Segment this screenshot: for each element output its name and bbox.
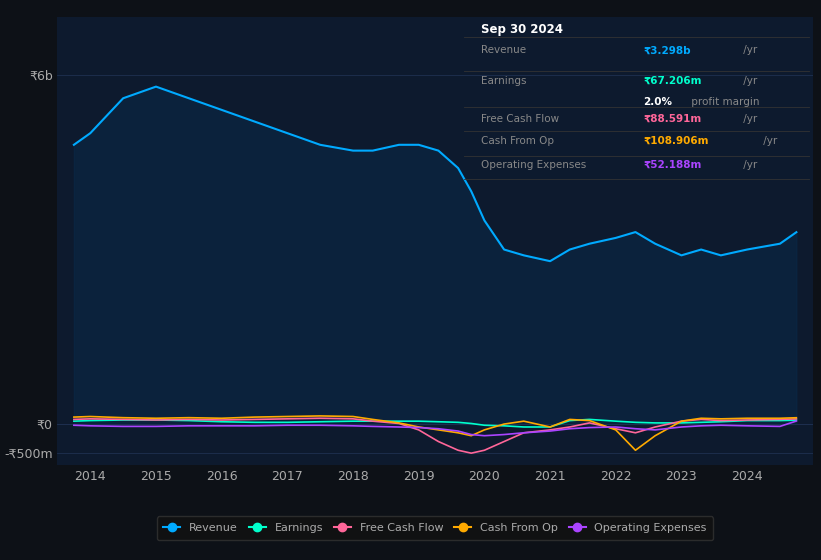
Text: ₹3.298b: ₹3.298b bbox=[643, 45, 690, 55]
Text: Operating Expenses: Operating Expenses bbox=[481, 160, 586, 170]
Text: ₹52.188m: ₹52.188m bbox=[643, 160, 702, 170]
Text: ₹108.906m: ₹108.906m bbox=[643, 136, 709, 146]
Text: /yr: /yr bbox=[740, 114, 757, 124]
Text: ₹67.206m: ₹67.206m bbox=[643, 76, 702, 86]
Text: 2.0%: 2.0% bbox=[643, 97, 672, 106]
Text: ₹88.591m: ₹88.591m bbox=[643, 114, 701, 124]
Text: Free Cash Flow: Free Cash Flow bbox=[481, 114, 559, 124]
Text: profit margin: profit margin bbox=[688, 97, 759, 106]
Text: /yr: /yr bbox=[760, 136, 777, 146]
Legend: Revenue, Earnings, Free Cash Flow, Cash From Op, Operating Expenses: Revenue, Earnings, Free Cash Flow, Cash … bbox=[157, 516, 713, 540]
Text: /yr: /yr bbox=[740, 76, 757, 86]
Text: Revenue: Revenue bbox=[481, 45, 526, 55]
Text: Sep 30 2024: Sep 30 2024 bbox=[481, 23, 563, 36]
Text: Cash From Op: Cash From Op bbox=[481, 136, 554, 146]
Text: /yr: /yr bbox=[740, 160, 757, 170]
Text: Earnings: Earnings bbox=[481, 76, 526, 86]
Text: /yr: /yr bbox=[740, 45, 757, 55]
